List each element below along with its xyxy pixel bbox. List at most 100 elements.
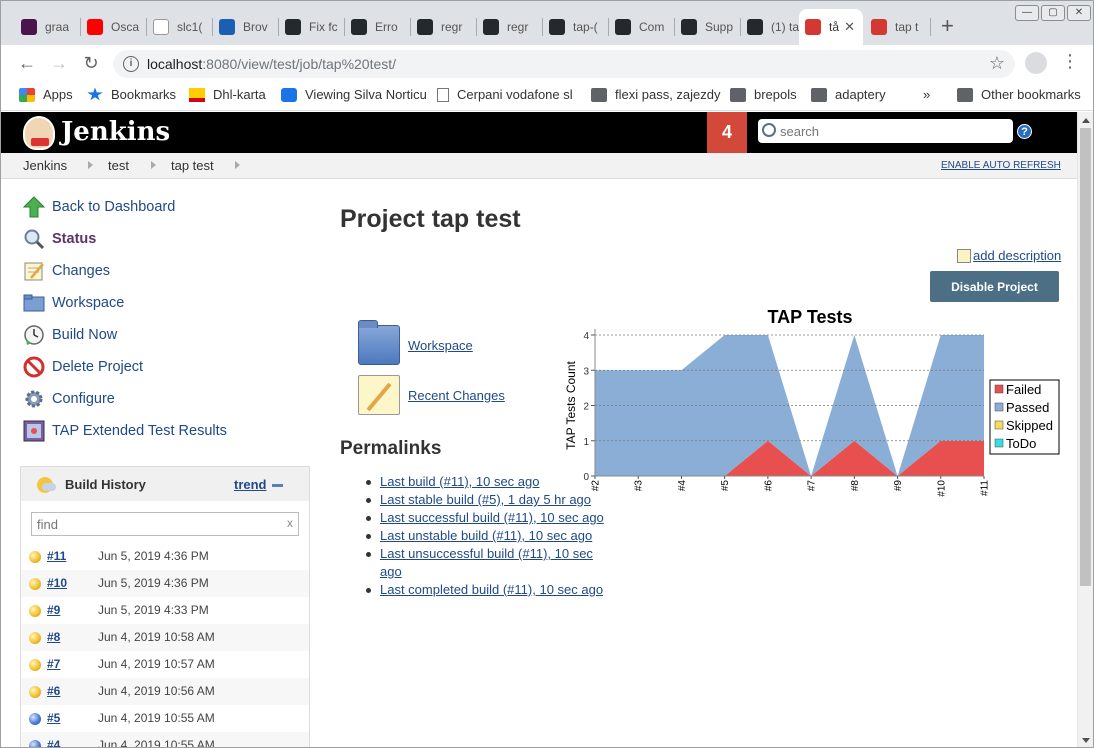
sidebar-item-label[interactable]: Status [52,231,97,247]
magnifier-icon[interactable] [23,228,45,250]
browser-tab[interactable]: Fix fc [279,9,345,45]
scroll-down-icon[interactable] [1082,738,1090,743]
forward-arrow-icon[interactable]: → [50,53,68,73]
breadcrumb-separator-icon[interactable] [151,161,156,169]
sidebar-item-label[interactable]: TAP Extended Test Results [52,423,227,439]
maximize-button[interactable]: ▢ [1041,5,1065,21]
folder-icon[interactable] [23,292,45,314]
up-arrow-icon[interactable] [22,196,46,218]
browser-tab[interactable]: tap-( [543,9,609,45]
back-arrow-icon[interactable]: ← [18,53,36,73]
breadcrumb-separator-icon[interactable] [235,161,240,169]
bookmark-item[interactable]: Other bookmarks [957,87,1081,102]
bookmark-item[interactable]: Cerpani vodafone sl [437,87,573,102]
tap-icon[interactable] [23,420,45,442]
new-tab-button[interactable]: + [941,13,954,38]
permalink-link[interactable]: Last build (#11), 10 sec ago [380,474,540,489]
browser-tab[interactable]: Brov [213,9,279,45]
sidebar-item-back-to-dashboard[interactable]: Back to Dashboard [22,195,175,219]
build-row[interactable]: #8 Jun 4, 2019 10:58 AM [21,624,309,651]
no-entry-icon[interactable] [23,356,45,378]
breadcrumb-tap-test[interactable]: tap test [171,158,214,173]
reload-icon[interactable]: ↻ [83,53,99,73]
jenkins-logo-text[interactable]: Jenkins [61,117,171,147]
build-row[interactable]: #5 Jun 4, 2019 10:55 AM [21,705,309,732]
sidebar-item-tap-extended-test-results[interactable]: TAP Extended Test Results [23,419,227,443]
recent-changes-link-label[interactable]: Recent Changes [408,387,505,403]
workspace-link[interactable]: Workspace [358,320,473,365]
build-row[interactable]: #7 Jun 4, 2019 10:57 AM [21,651,309,678]
sidebar-item-label[interactable]: Delete Project [52,359,144,375]
sidebar-item-label[interactable]: Configure [52,391,115,407]
sidebar-item-delete-project[interactable]: Delete Project [23,355,143,379]
browser-tab[interactable]: tå ✕ [799,9,863,45]
permalink-link[interactable]: Last successful build (#11), 10 sec ago [380,510,604,525]
build-filter-box[interactable]: x [31,512,299,536]
browser-tab[interactable]: Supp [675,9,741,45]
browser-tab[interactable]: Erro [345,9,411,45]
build-filter-input[interactable] [37,516,277,532]
enable-auto-refresh-link[interactable]: ENABLE AUTO REFRESH [941,160,1061,171]
breadcrumb-jenkins[interactable]: Jenkins [23,158,68,173]
build-row[interactable]: #6 Jun 4, 2019 10:56 AM [21,678,309,705]
profile-avatar[interactable] [1025,52,1047,74]
close-window-button[interactable]: ✕ [1067,5,1091,21]
bookmark-item[interactable]: Viewing Silva Norticu [281,87,427,102]
scroll-up-icon[interactable] [1082,118,1090,123]
permalink-link[interactable]: Last unsuccessful build (#11), 10 sec ag… [380,546,593,579]
build-number-link[interactable]: #11 [47,549,67,563]
collapse-icon[interactable] [272,484,283,487]
trend-link[interactable]: trend [234,477,267,492]
folder-icon[interactable] [358,320,400,365]
bookmark-item[interactable]: » [923,87,930,102]
permalink-link[interactable]: Last stable build (#5), 1 day 5 hr ago [380,492,592,507]
breadcrumb-separator-icon[interactable] [88,161,93,169]
browser-tab[interactable]: (1) ta [741,9,807,45]
vertical-scrollbar[interactable] [1077,112,1093,747]
clear-filter-icon[interactable]: x [287,516,293,530]
breadcrumb-test[interactable]: test [108,158,129,173]
browser-tab[interactable]: slc1( [147,9,213,45]
search-input[interactable] [780,122,1005,140]
address-bar[interactable]: i localhost:8080/view/test/job/tap%20tes… [113,50,1015,78]
add-description-label[interactable]: add description [973,248,1062,263]
sidebar-item-changes[interactable]: Changes [23,259,110,283]
bookmark-item[interactable]: Bookmarks [87,87,176,102]
notepad-icon[interactable] [23,260,45,282]
sidebar-item-workspace[interactable]: Workspace [23,291,124,315]
build-row[interactable]: #4 Jun 4, 2019 10:55 AM [21,732,309,748]
build-row[interactable]: #10 Jun 5, 2019 4:36 PM [21,570,309,597]
build-number-link[interactable]: #10 [47,576,68,590]
sidebar-item-label[interactable]: Build Now [52,327,118,343]
disable-project-button[interactable]: Disable Project [930,271,1059,302]
build-number-link[interactable]: #6 [47,684,61,698]
build-number-link[interactable]: #5 [47,711,61,725]
build-number-link[interactable]: #9 [47,603,61,617]
notepad-icon[interactable] [358,375,400,415]
browser-tab[interactable]: Osca [81,9,147,45]
clock-icon[interactable] [23,324,45,346]
workspace-link-label[interactable]: Workspace [408,337,473,353]
sidebar-item-configure[interactable]: Configure [23,387,115,411]
browser-menu-icon[interactable]: ⋮ [1061,51,1079,71]
permalink-link[interactable]: Last unstable build (#11), 10 sec ago [380,528,593,543]
notification-badge[interactable]: 4 [707,112,747,153]
build-number-link[interactable]: #7 [47,657,61,671]
sidebar-item-build-now[interactable]: Build Now [23,323,117,347]
sidebar-item-status[interactable]: Status [23,227,96,251]
minimize-button[interactable]: — [1015,5,1039,21]
permalink-link[interactable]: Last completed build (#11), 10 sec ago [380,582,604,597]
build-row[interactable]: #9 Jun 5, 2019 4:33 PM [21,597,309,624]
browser-tab[interactable]: tap t [865,9,931,45]
sidebar-item-label[interactable]: Workspace [52,295,125,311]
gear-icon[interactable] [23,388,45,410]
bookmark-item[interactable]: Dhl-karta [189,87,266,102]
sidebar-item-label[interactable]: Changes [52,263,111,279]
recent-changes-link[interactable]: Recent Changes [358,375,505,415]
jenkins-logo-icon[interactable] [23,116,55,150]
browser-tab[interactable]: graa [15,9,81,45]
bookmark-item[interactable]: brepols [730,87,797,102]
build-number-link[interactable]: #4 [47,738,61,748]
bookmark-item[interactable]: flexi pass, zajezdy [591,87,721,102]
build-row[interactable]: #11 Jun 5, 2019 4:36 PM [21,543,309,570]
